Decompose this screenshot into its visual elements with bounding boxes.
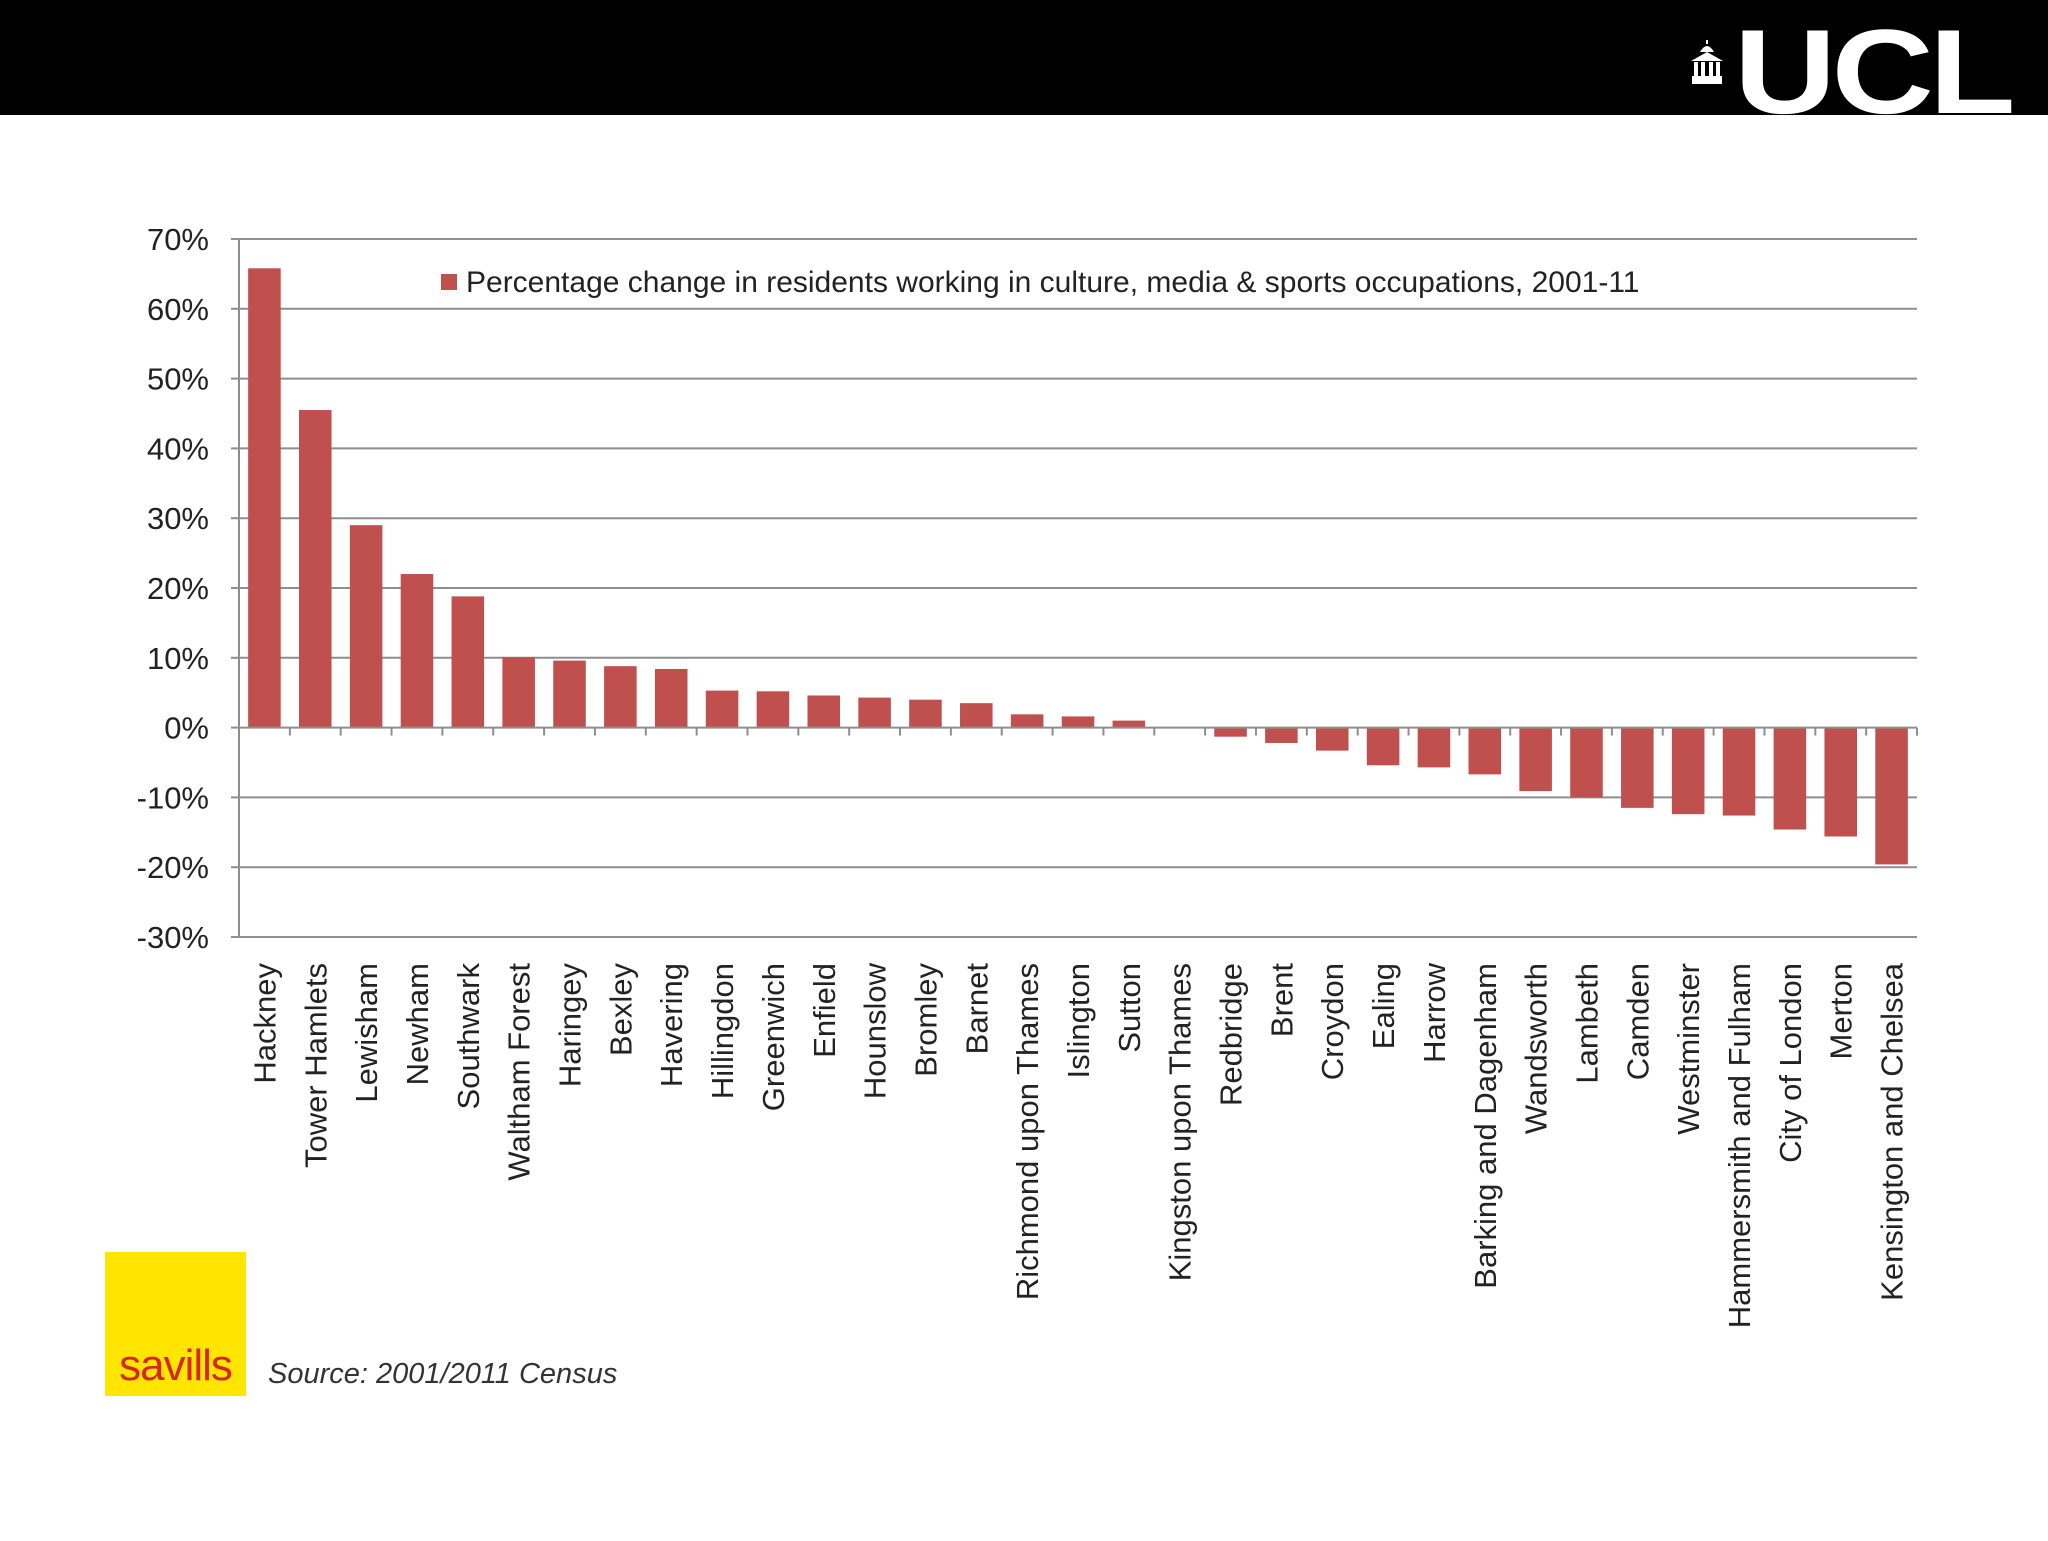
x-tick-label: Westminster <box>1671 963 1706 1135</box>
x-tick-label: Lewisham <box>349 963 384 1103</box>
bar <box>1367 728 1400 766</box>
bar <box>960 703 993 727</box>
bar <box>757 691 790 727</box>
x-tick-label: Tower Hamlets <box>298 963 333 1168</box>
x-tick-label: Hounslow <box>858 962 893 1099</box>
x-tick-label: Barking and Dagenham <box>1468 963 1503 1289</box>
bar <box>909 700 942 728</box>
savills-logo-text: savills <box>119 1344 232 1388</box>
x-tick-label: Bromley <box>908 963 943 1077</box>
x-tick-label: Kingston upon Thames <box>1163 963 1198 1281</box>
bars <box>248 268 1908 864</box>
bar <box>1519 728 1552 792</box>
bar <box>1723 728 1756 816</box>
y-tick-label: -10% <box>137 780 209 815</box>
y-tick-label: 30% <box>147 501 209 536</box>
x-tick-label: Newham <box>400 963 435 1085</box>
x-tick-label: Harrow <box>1417 962 1452 1063</box>
legend-swatch <box>441 274 457 290</box>
bar <box>1469 728 1502 775</box>
y-tick-label: 10% <box>147 641 209 676</box>
y-tick-label: 70% <box>147 222 209 257</box>
bar <box>1774 728 1807 830</box>
y-tick-label: 40% <box>147 431 209 466</box>
y-tick-label: 50% <box>147 362 209 397</box>
bar <box>401 574 434 728</box>
x-tick-label: Greenwich <box>756 963 791 1111</box>
x-tick-label: Lambeth <box>1569 963 1604 1084</box>
legend: Percentage change in residents working i… <box>441 266 1639 299</box>
x-tick-label: Croydon <box>1315 963 1350 1080</box>
x-tick-label: Kensington and Chelsea <box>1875 962 1910 1301</box>
gridlines <box>239 239 1917 867</box>
bar <box>1214 728 1247 737</box>
bar <box>1672 728 1705 815</box>
bar <box>706 691 739 728</box>
bar <box>807 695 840 727</box>
bar <box>299 410 332 728</box>
x-tick-label: Bexley <box>603 963 638 1057</box>
savills-logo: savills <box>105 1252 246 1396</box>
y-tick-label: -20% <box>137 850 209 885</box>
x-tick-label: Camden <box>1620 963 1655 1080</box>
x-tick-label: Southwark <box>451 963 486 1110</box>
y-tick-label: 20% <box>147 571 209 606</box>
bar <box>1824 728 1857 837</box>
x-tick-label: City of London <box>1773 963 1808 1163</box>
source-note: Source: 2001/2011 Census <box>268 1358 617 1391</box>
x-tick-label: Barnet <box>959 963 994 1055</box>
bar <box>502 657 535 727</box>
x-tick-label: Brent <box>1264 963 1299 1037</box>
y-tick-label: -30% <box>137 920 209 955</box>
bar <box>350 525 383 727</box>
x-tick-label: Islington <box>1061 963 1096 1078</box>
x-tick-label: Hillingdon <box>705 963 740 1099</box>
bar <box>655 669 688 728</box>
x-tick-label: Redbridge <box>1214 963 1249 1106</box>
x-tick-label: Sutton <box>1112 963 1147 1053</box>
bar <box>1875 728 1908 865</box>
bar <box>1011 714 1044 727</box>
bar <box>1316 728 1349 751</box>
bar <box>1265 728 1298 743</box>
bar <box>858 698 891 728</box>
x-tick-label: Ealing <box>1366 963 1401 1049</box>
x-tick-label: Enfield <box>807 963 842 1058</box>
bar <box>1418 728 1451 768</box>
bar <box>452 596 485 727</box>
bar <box>1113 721 1146 728</box>
x-tick-label: Hackney <box>247 963 282 1084</box>
y-tick-label: 60% <box>147 292 209 327</box>
x-tick-label: Haringey <box>553 963 588 1088</box>
legend-label: Percentage change in residents working i… <box>466 266 1639 299</box>
bar <box>1062 716 1095 727</box>
bar <box>553 661 586 728</box>
y-tick-label: 0% <box>164 711 209 746</box>
bar <box>248 268 281 727</box>
bar <box>604 666 637 727</box>
bar <box>1570 728 1603 798</box>
x-tick-label: Richmond upon Thames <box>1010 963 1045 1300</box>
bar <box>1621 728 1654 808</box>
x-tick-label: Wandsworth <box>1519 963 1554 1134</box>
x-tick-label: Hammersmith and Fulham <box>1722 963 1757 1328</box>
x-tick-label: Havering <box>654 963 689 1087</box>
x-tick-label: Waltham Forest <box>502 963 537 1181</box>
x-tick-label: Merton <box>1824 963 1859 1059</box>
